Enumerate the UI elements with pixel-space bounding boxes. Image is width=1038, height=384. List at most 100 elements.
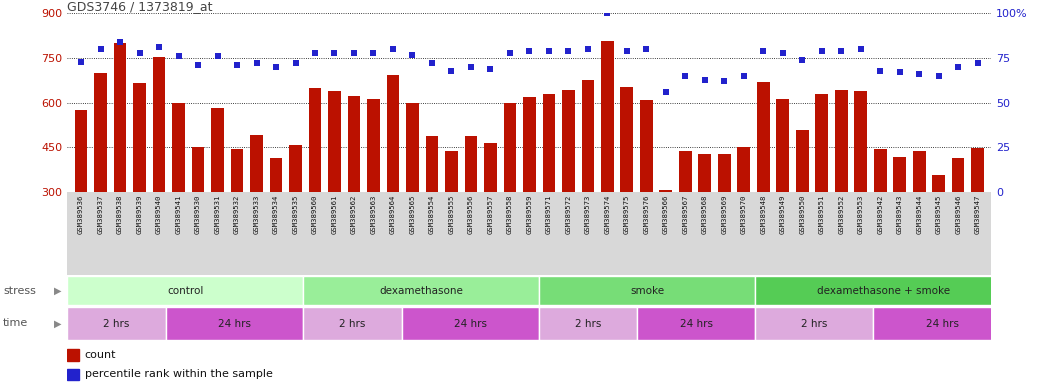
Text: GSM389547: GSM389547: [975, 194, 981, 234]
Text: control: control: [167, 286, 203, 296]
Text: GSM389537: GSM389537: [98, 194, 104, 234]
Text: GSM389544: GSM389544: [917, 194, 922, 234]
Bar: [303, 276, 539, 305]
Bar: [406, 103, 418, 192]
Bar: [894, 157, 906, 192]
Text: GSM389532: GSM389532: [234, 194, 240, 234]
Text: GSM389534: GSM389534: [273, 194, 279, 234]
Bar: [386, 75, 400, 192]
Text: ▶: ▶: [54, 318, 61, 328]
Text: 24 hrs: 24 hrs: [926, 318, 959, 329]
Bar: [679, 151, 691, 192]
Text: GSM389552: GSM389552: [839, 194, 844, 234]
Text: GSM389554: GSM389554: [429, 194, 435, 234]
Bar: [402, 307, 539, 340]
Bar: [153, 56, 165, 192]
Bar: [539, 307, 637, 340]
Text: GSM389564: GSM389564: [390, 194, 395, 234]
Bar: [484, 144, 497, 192]
Text: 24 hrs: 24 hrs: [454, 318, 487, 329]
Bar: [776, 99, 789, 192]
Bar: [581, 79, 594, 192]
Text: GSM389553: GSM389553: [857, 194, 864, 234]
Bar: [290, 145, 302, 192]
Text: GSM389558: GSM389558: [507, 194, 513, 234]
Bar: [718, 154, 731, 192]
Bar: [912, 151, 926, 192]
Text: 2 hrs: 2 hrs: [575, 318, 602, 329]
Bar: [816, 94, 828, 192]
Bar: [328, 91, 340, 192]
Bar: [757, 83, 769, 192]
Text: GSM389530: GSM389530: [195, 194, 201, 234]
Bar: [699, 154, 711, 192]
Text: GSM389545: GSM389545: [935, 194, 941, 234]
Bar: [75, 110, 87, 192]
Bar: [348, 96, 360, 192]
Bar: [539, 276, 756, 305]
Bar: [972, 148, 984, 192]
Bar: [67, 349, 79, 361]
Text: GSM389548: GSM389548: [760, 194, 766, 234]
Text: GDS3746 / 1373819_at: GDS3746 / 1373819_at: [67, 0, 213, 13]
Bar: [94, 73, 107, 192]
Text: GSM389536: GSM389536: [78, 194, 84, 234]
Bar: [465, 136, 477, 192]
Bar: [873, 307, 1011, 340]
Bar: [270, 158, 282, 192]
Text: ▶: ▶: [54, 286, 61, 296]
Text: percentile rank within the sample: percentile rank within the sample: [84, 369, 272, 379]
Text: 24 hrs: 24 hrs: [680, 318, 713, 329]
Text: GSM389561: GSM389561: [331, 194, 337, 234]
Text: stress: stress: [3, 286, 36, 296]
Text: GSM389560: GSM389560: [312, 194, 318, 234]
Bar: [621, 87, 633, 192]
Text: GSM389539: GSM389539: [137, 194, 142, 234]
Text: GSM389567: GSM389567: [682, 194, 688, 234]
Bar: [192, 147, 204, 192]
Text: 2 hrs: 2 hrs: [801, 318, 827, 329]
Text: GSM389557: GSM389557: [488, 194, 493, 234]
Bar: [133, 83, 146, 192]
Text: GSM389569: GSM389569: [721, 194, 728, 234]
Text: GSM389562: GSM389562: [351, 194, 357, 234]
Text: GSM389549: GSM389549: [780, 194, 786, 234]
Text: GSM389546: GSM389546: [955, 194, 961, 234]
Text: GSM389540: GSM389540: [156, 194, 162, 234]
Text: GSM389556: GSM389556: [468, 194, 474, 234]
Text: GSM389555: GSM389555: [448, 194, 455, 234]
Bar: [114, 43, 127, 192]
Bar: [756, 307, 873, 340]
Text: GSM389576: GSM389576: [644, 194, 650, 234]
Bar: [426, 136, 438, 192]
Text: GSM389542: GSM389542: [877, 194, 883, 234]
Bar: [562, 90, 575, 192]
Bar: [659, 190, 673, 192]
Text: dexamethasone: dexamethasone: [379, 286, 463, 296]
Text: GSM389559: GSM389559: [526, 194, 532, 234]
Bar: [874, 149, 886, 192]
Bar: [172, 103, 185, 192]
Text: GSM389550: GSM389550: [799, 194, 805, 234]
Text: smoke: smoke: [630, 286, 664, 296]
Text: GSM389573: GSM389573: [584, 194, 591, 234]
Bar: [67, 276, 303, 305]
Text: time: time: [3, 318, 28, 328]
Bar: [756, 276, 1011, 305]
Bar: [230, 149, 243, 192]
Text: 2 hrs: 2 hrs: [104, 318, 130, 329]
Bar: [952, 158, 964, 192]
Text: GSM389543: GSM389543: [897, 194, 903, 234]
Text: dexamethasone + smoke: dexamethasone + smoke: [817, 286, 950, 296]
Text: GSM389538: GSM389538: [117, 194, 124, 234]
Bar: [637, 307, 756, 340]
Bar: [308, 88, 322, 192]
Bar: [303, 307, 402, 340]
Text: GSM389568: GSM389568: [702, 194, 708, 234]
Bar: [601, 41, 613, 192]
Bar: [166, 307, 303, 340]
Bar: [367, 99, 380, 192]
Bar: [67, 369, 79, 380]
Text: GSM389571: GSM389571: [546, 194, 552, 234]
Bar: [796, 130, 809, 192]
